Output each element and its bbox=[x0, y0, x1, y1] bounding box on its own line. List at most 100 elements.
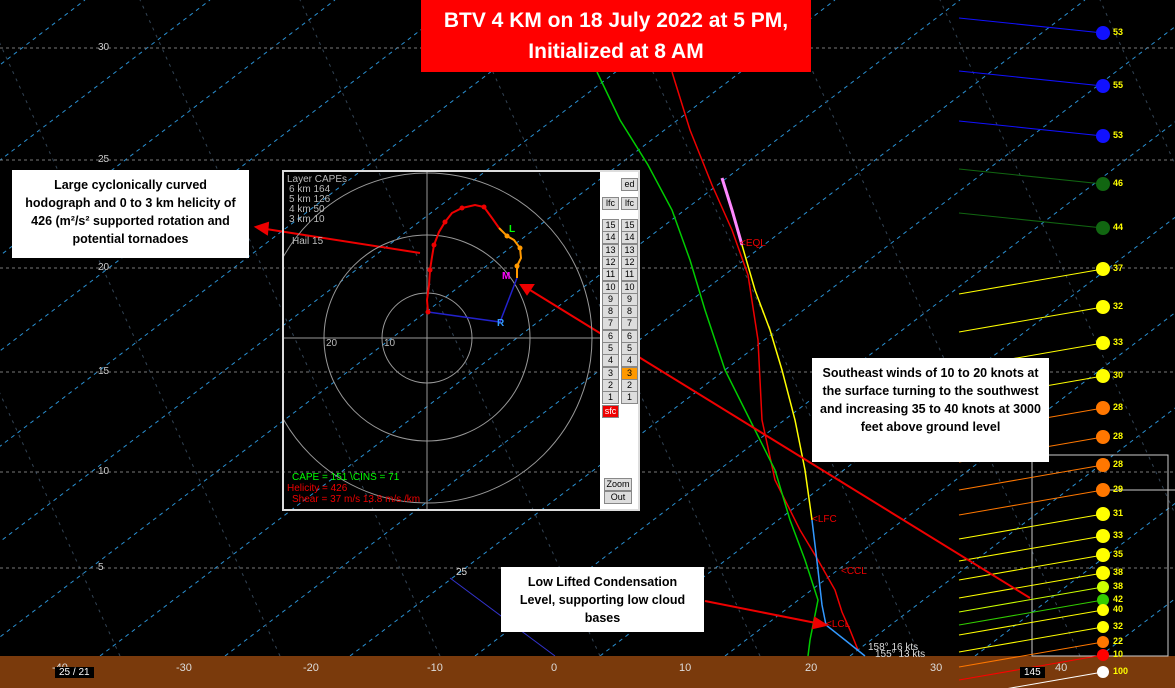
isotherm bbox=[974, 502, 1175, 657]
level-button[interactable]: 3 bbox=[621, 366, 638, 380]
wind-shaft bbox=[958, 17, 1104, 34]
wind-dot bbox=[1096, 177, 1110, 191]
parcel-profile bbox=[741, 244, 813, 521]
wind-speed: 28 bbox=[1113, 431, 1124, 441]
wind-shaft bbox=[958, 168, 1104, 185]
adiabat bbox=[1099, 0, 1175, 166]
wind-shaft bbox=[958, 535, 1104, 562]
wind-shaft bbox=[958, 489, 1104, 516]
wind-dot bbox=[1097, 581, 1109, 593]
level-button[interactable]: 12 bbox=[602, 255, 619, 269]
level-button[interactable]: 12 bbox=[621, 255, 638, 269]
wind-dot bbox=[1096, 458, 1110, 472]
level-button[interactable]: 15 bbox=[602, 219, 619, 232]
level-button[interactable]: 10 bbox=[621, 280, 638, 294]
wind-speed: 37 bbox=[1113, 263, 1124, 273]
wind-shaft bbox=[958, 626, 1104, 653]
annotation: Southeast winds of 10 to 20 knots at the… bbox=[812, 358, 1049, 462]
level-button[interactable]: 2 bbox=[621, 378, 638, 392]
wind-speed: 53 bbox=[1113, 27, 1124, 37]
profile-label: <LCL bbox=[826, 619, 851, 630]
zoom-button[interactable]: Zoom bbox=[604, 478, 632, 491]
level-button[interactable]: 5 bbox=[602, 342, 619, 355]
lfc-button[interactable]: lfc bbox=[621, 197, 638, 210]
level-button[interactable]: 9 bbox=[621, 292, 638, 306]
wind-speed: 100 bbox=[1113, 666, 1129, 676]
isotherm bbox=[1099, 598, 1175, 657]
cape-layer: 6 km 164 bbox=[289, 184, 331, 195]
level-button[interactable]: 13 bbox=[602, 243, 619, 257]
isotherm bbox=[0, 0, 86, 66]
height-label: 10 bbox=[98, 466, 110, 477]
adiabat bbox=[0, 392, 121, 657]
level-button[interactable]: 8 bbox=[602, 305, 619, 319]
height-label: 5 bbox=[98, 562, 104, 573]
wind-shaft bbox=[958, 641, 1104, 668]
level-button[interactable]: 7 bbox=[621, 317, 638, 331]
lfc-button[interactable]: lfc bbox=[602, 197, 619, 210]
ground-bar bbox=[0, 656, 1175, 688]
out-button[interactable]: Out bbox=[604, 491, 632, 504]
wind-dot bbox=[1096, 566, 1110, 580]
hail: Hail 15 bbox=[292, 236, 324, 247]
wind-dot bbox=[1096, 401, 1110, 415]
level-button[interactable]: 4 bbox=[602, 354, 619, 368]
shear: Shear = 37 m/s 13.8 m/s /km bbox=[292, 494, 421, 505]
isotherms bbox=[0, 0, 1175, 657]
level-button[interactable]: 14 bbox=[602, 231, 619, 245]
level-button[interactable]: 11 bbox=[621, 268, 638, 282]
level-button[interactable]: 15 bbox=[621, 219, 638, 232]
edit-button[interactable]: ed bbox=[621, 178, 638, 191]
parcel-upper bbox=[720, 177, 744, 246]
wind-speed: 33 bbox=[1113, 530, 1124, 540]
ring-label: 10 bbox=[384, 338, 396, 349]
adiabat bbox=[779, 0, 1081, 657]
adiabat bbox=[139, 0, 441, 657]
height-label: 25 bbox=[98, 154, 110, 165]
temp-label: 40 bbox=[1055, 662, 1068, 674]
wind-dot bbox=[1096, 262, 1110, 276]
wind-shaft bbox=[958, 306, 1104, 333]
dewpoint-profile bbox=[596, 71, 819, 657]
wind-speed: 38 bbox=[1113, 567, 1124, 577]
level-button[interactable]: 4 bbox=[621, 354, 638, 368]
adiabat bbox=[0, 42, 281, 657]
ring-label: 20 bbox=[326, 338, 338, 349]
level-button[interactable]: 11 bbox=[602, 268, 619, 282]
helicity: Helicity = 426 bbox=[287, 483, 348, 494]
level-button[interactable]: 2 bbox=[602, 378, 619, 392]
wind-dot bbox=[1096, 430, 1110, 444]
wind-speed: 42 bbox=[1113, 594, 1124, 604]
wind-speed: 22 bbox=[1113, 636, 1124, 646]
wind-speed: 55 bbox=[1113, 80, 1124, 90]
wind-dot bbox=[1096, 221, 1110, 235]
wind-dot bbox=[1096, 129, 1110, 143]
temp-label: -10 bbox=[427, 662, 443, 674]
wind-shaft bbox=[958, 212, 1104, 229]
level-button[interactable]: 6 bbox=[621, 329, 638, 343]
wind-dot bbox=[1096, 369, 1110, 383]
annotation: Large cyclonically curved hodograph and … bbox=[12, 170, 249, 258]
cape: CAPE = 151 \CINS = 71 bbox=[292, 472, 400, 483]
level-button[interactable]: 10 bbox=[602, 280, 619, 294]
level-button[interactable]: 6 bbox=[602, 329, 619, 343]
lcl-path bbox=[811, 519, 866, 657]
level-button[interactable]: 13 bbox=[621, 243, 638, 257]
level-button[interactable]: 14 bbox=[621, 231, 638, 245]
level-button[interactable]: 1 bbox=[621, 391, 638, 405]
point-m: M bbox=[502, 271, 511, 282]
level-button[interactable]: 1 bbox=[602, 391, 619, 405]
level-button[interactable]: 5 bbox=[621, 342, 638, 355]
wind-shaft bbox=[958, 572, 1104, 599]
wind-shaft bbox=[1007, 671, 1104, 688]
wind-speed: 10 bbox=[1113, 649, 1124, 659]
level-button[interactable]: 9 bbox=[602, 292, 619, 306]
wind-dot bbox=[1097, 604, 1109, 616]
wind-speed: 44 bbox=[1113, 222, 1124, 232]
profile-label: <CCL bbox=[841, 566, 867, 577]
level-button[interactable]: 7 bbox=[602, 317, 619, 331]
level-button[interactable]: 8 bbox=[621, 305, 638, 319]
sfc-button[interactable]: sfc bbox=[602, 405, 619, 418]
level-button[interactable]: 3 bbox=[602, 366, 619, 380]
